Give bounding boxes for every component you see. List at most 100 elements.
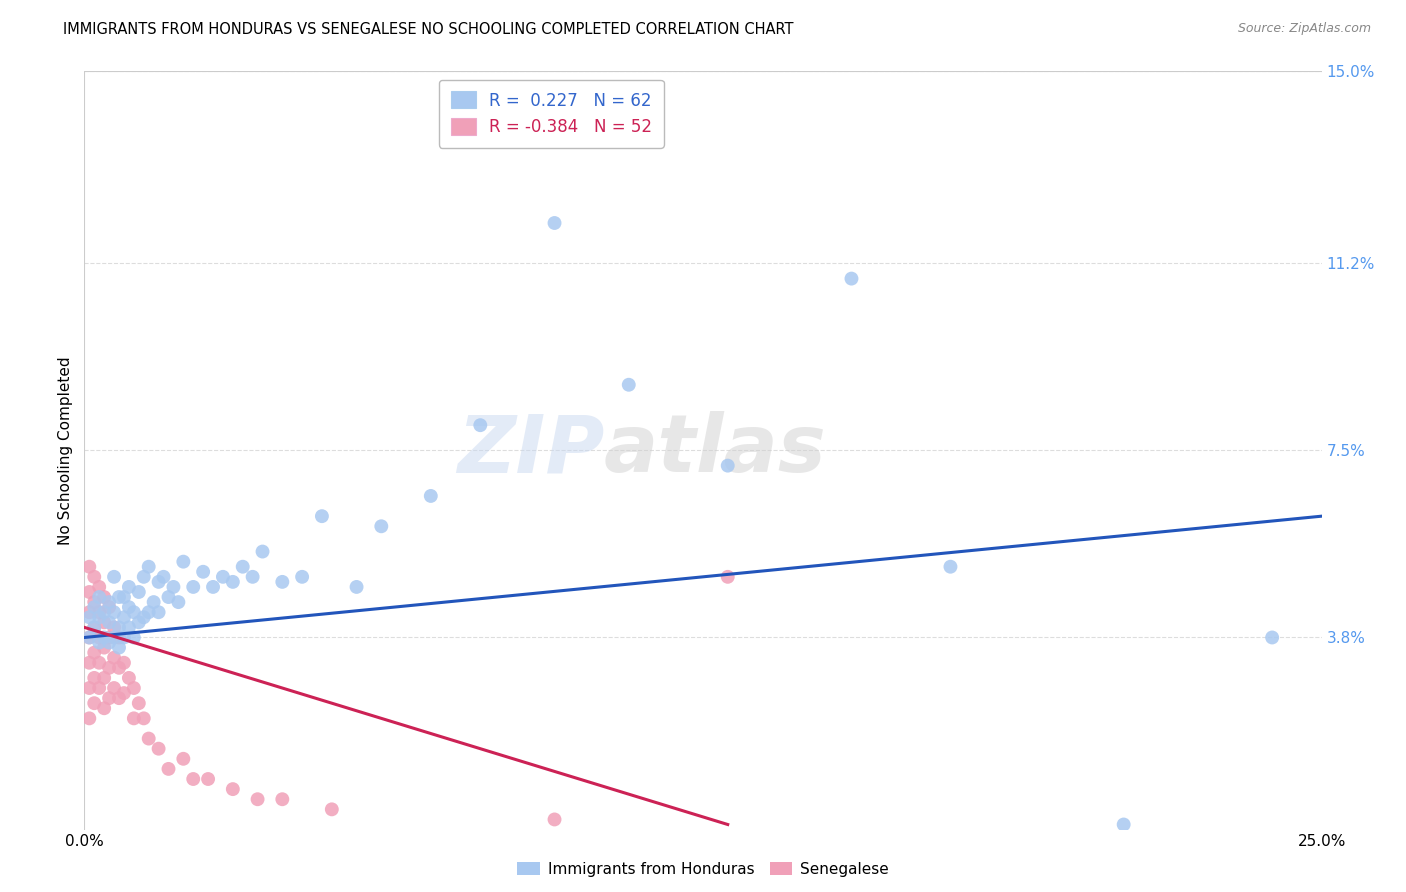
Point	[939, 559, 962, 574]
Point	[118, 620, 141, 634]
Legend: R =  0.227   N = 62, R = -0.384   N = 52: R = 0.227 N = 62, R = -0.384 N = 52	[439, 79, 664, 148]
Point	[103, 605, 125, 619]
Point	[112, 656, 135, 670]
Point	[132, 610, 155, 624]
Point	[79, 631, 101, 645]
Point	[103, 570, 125, 584]
Point	[83, 620, 105, 634]
Point	[79, 711, 101, 725]
Point	[79, 631, 101, 645]
Point	[138, 731, 160, 746]
Point	[79, 656, 101, 670]
Point	[128, 696, 150, 710]
Text: Source: ZipAtlas.com: Source: ZipAtlas.com	[1237, 22, 1371, 36]
Text: IMMIGRANTS FROM HONDURAS VS SENEGALESE NO SCHOOLING COMPLETED CORRELATION CHART: IMMIGRANTS FROM HONDURAS VS SENEGALESE N…	[63, 22, 794, 37]
Point	[470, 418, 492, 433]
Point	[108, 620, 131, 634]
Point	[242, 570, 264, 584]
Point	[543, 216, 565, 230]
Point	[89, 605, 111, 619]
Point	[172, 555, 194, 569]
Text: atlas: atlas	[605, 411, 827, 490]
Point	[118, 600, 141, 615]
Point	[419, 489, 441, 503]
Point	[132, 570, 155, 584]
Point	[1261, 631, 1284, 645]
Point	[122, 605, 145, 619]
Point	[79, 559, 101, 574]
Point	[148, 574, 170, 589]
Point	[142, 595, 165, 609]
Point	[717, 570, 740, 584]
Point	[148, 605, 170, 619]
Point	[138, 605, 160, 619]
Point	[157, 590, 180, 604]
Point	[108, 661, 131, 675]
Point	[98, 631, 121, 645]
Point	[841, 271, 863, 285]
Point	[93, 701, 115, 715]
Point	[617, 377, 640, 392]
Text: ZIP: ZIP	[457, 411, 605, 490]
Point	[83, 696, 105, 710]
Point	[98, 691, 121, 706]
Point	[93, 631, 115, 645]
Point	[291, 570, 314, 584]
Point	[172, 752, 194, 766]
Point	[271, 574, 294, 589]
Point	[222, 574, 245, 589]
Point	[103, 620, 125, 634]
Point	[122, 631, 145, 645]
Point	[222, 782, 245, 797]
Point	[98, 595, 121, 609]
Point	[98, 635, 121, 649]
Point	[212, 570, 235, 584]
Point	[112, 590, 135, 604]
Point	[543, 813, 565, 827]
Point	[152, 570, 174, 584]
Point	[157, 762, 180, 776]
Point	[93, 605, 115, 619]
Point	[311, 509, 333, 524]
Point	[321, 802, 343, 816]
Point	[83, 671, 105, 685]
Point	[83, 620, 105, 634]
Point	[79, 605, 101, 619]
Point	[103, 681, 125, 695]
Point	[83, 570, 105, 584]
Point	[103, 650, 125, 665]
Point	[108, 691, 131, 706]
Point	[167, 595, 190, 609]
Point	[93, 615, 115, 630]
Point	[191, 565, 214, 579]
Point	[79, 585, 101, 599]
Point	[98, 615, 121, 630]
Point	[271, 792, 294, 806]
Point	[112, 610, 135, 624]
Point	[89, 580, 111, 594]
Point	[118, 580, 141, 594]
Point	[98, 661, 121, 675]
Point	[246, 792, 269, 806]
Point	[79, 681, 101, 695]
Point	[128, 585, 150, 599]
Point	[93, 671, 115, 685]
Point	[197, 772, 219, 786]
Point	[103, 631, 125, 645]
Point	[112, 686, 135, 700]
Point	[83, 646, 105, 660]
Point	[89, 681, 111, 695]
Point	[89, 635, 111, 649]
Point	[83, 595, 105, 609]
Point	[148, 741, 170, 756]
Point	[181, 772, 204, 786]
Point	[346, 580, 368, 594]
Point	[138, 559, 160, 574]
Point	[181, 580, 204, 594]
Point	[79, 610, 101, 624]
Point	[98, 600, 121, 615]
Point	[162, 580, 184, 594]
Point	[108, 590, 131, 604]
Point	[132, 711, 155, 725]
Point	[89, 610, 111, 624]
